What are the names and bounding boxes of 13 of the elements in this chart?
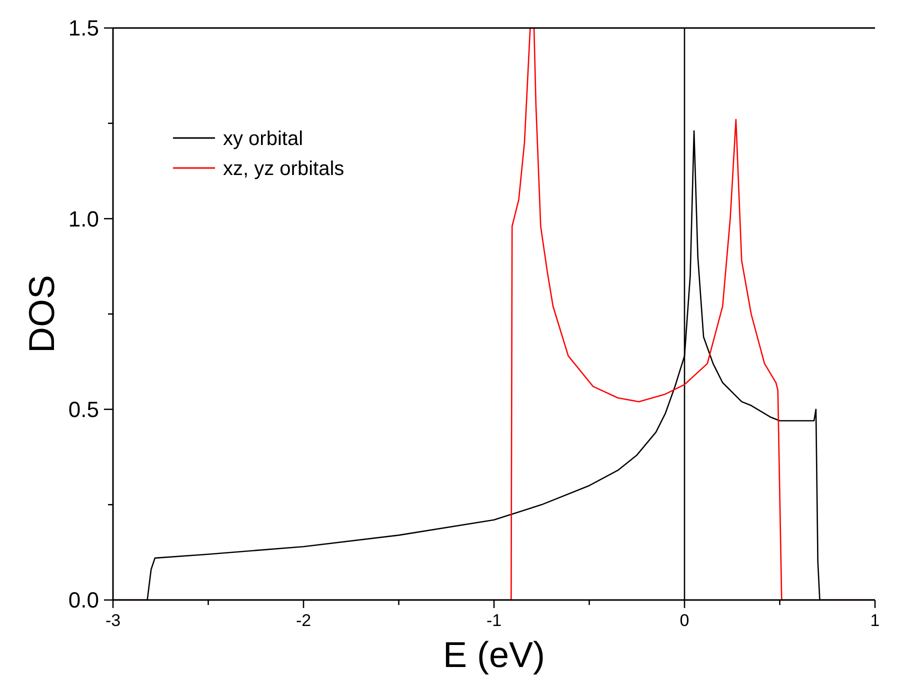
x-tick-label: 0 [680,611,690,630]
x-tick-label: -3 [105,611,121,630]
y-tick-label: 0.0 [68,588,99,613]
legend-label: xz, yz orbitals [223,158,344,180]
x-tick-label: 1 [870,611,880,630]
y-tick-label: 0.5 [68,397,99,422]
y-tick-label: 1.0 [68,206,99,232]
x-tick-label: -2 [296,611,312,630]
x-tick-label: -1 [486,611,502,630]
x-axis-title: E (eV) [442,634,546,675]
y-axis-title: DOS [21,274,62,354]
legend-label: xy orbital [223,128,304,150]
y-tick-label: 1.5 [68,16,99,41]
